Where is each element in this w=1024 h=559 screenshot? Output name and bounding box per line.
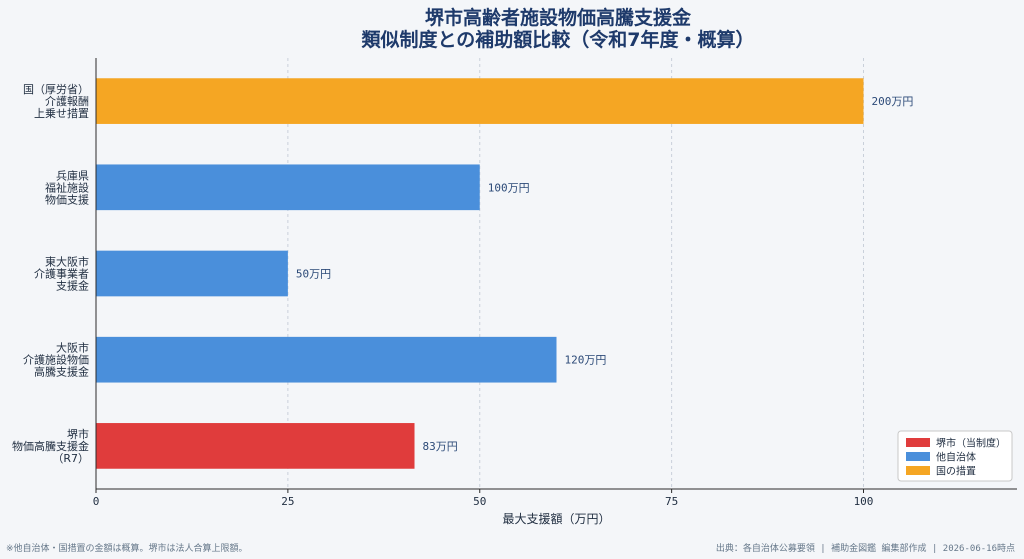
- category-label: 介護事業者: [34, 267, 89, 281]
- category-label: 堺市: [67, 427, 89, 441]
- category-label: 上乗せ措置: [34, 106, 89, 120]
- category-label: 東大阪市: [45, 255, 89, 269]
- category-label: （R7）: [52, 452, 89, 465]
- x-tick-label: 0: [93, 495, 100, 508]
- chart-title-line: 類似制度との補助額比較（令和7年度・概算）: [360, 28, 754, 51]
- x-tick-label: 100: [854, 495, 874, 508]
- value-label: 200万円: [872, 95, 914, 108]
- x-tick-label: 75: [665, 495, 678, 508]
- category-label: 介護報酬: [45, 94, 89, 108]
- category-label: 物価高騰支援金: [12, 439, 89, 453]
- category-label: 大阪市: [56, 341, 89, 355]
- bar: [96, 78, 864, 124]
- bar: [96, 423, 415, 469]
- legend-label: 堺市（当制度）: [936, 437, 1006, 450]
- category-label: 国（厚労省）: [23, 82, 89, 96]
- legend-swatch: [906, 438, 930, 447]
- category-label: 兵庫県: [56, 168, 89, 182]
- chart-title-line: 堺市高齢者施設物価高騰支援金: [425, 6, 692, 29]
- bar: [96, 164, 480, 211]
- x-axis-title: 最大支援額（万円）: [502, 512, 610, 526]
- legend-swatch: [906, 466, 930, 475]
- category-label: 高騰支援金: [34, 365, 89, 379]
- x-tick-label: 25: [281, 495, 294, 508]
- bar: [96, 336, 557, 383]
- category-label: 介護施設物価: [23, 353, 89, 367]
- legend-label: 国の措置: [936, 465, 976, 478]
- category-label: 福祉施設: [45, 180, 89, 194]
- category-label: 支援金: [56, 279, 89, 293]
- bars: [96, 78, 864, 469]
- category-labels: 国（厚労省）介護報酬上乗せ措置兵庫県福祉施設物価支援東大阪市介護事業者支援金大阪…: [12, 82, 89, 465]
- x-tick-label: 50: [473, 495, 486, 508]
- x-ticks: 0 25 50 75 100: [93, 489, 874, 508]
- legend-label: 他自治体: [936, 451, 976, 464]
- bar: [96, 250, 288, 297]
- value-label: 50万円: [296, 268, 331, 281]
- footnote: ※他自治体・国措置の金額は概算。堺市は法人合算上限額。: [6, 542, 248, 554]
- source-credit: 出典：各自治体公募要領 | 補助金図鑑 編集部作成 | 2026-06-16時点: [716, 542, 1015, 554]
- category-label: 物価支援: [45, 192, 89, 206]
- value-label: 100万円: [488, 181, 530, 194]
- legend-swatch: [906, 452, 930, 461]
- value-label: 120万円: [565, 354, 607, 367]
- value-labels: 200万円 100万円 50万円 120万円 83万円: [296, 95, 914, 453]
- value-label: 83万円: [423, 440, 458, 453]
